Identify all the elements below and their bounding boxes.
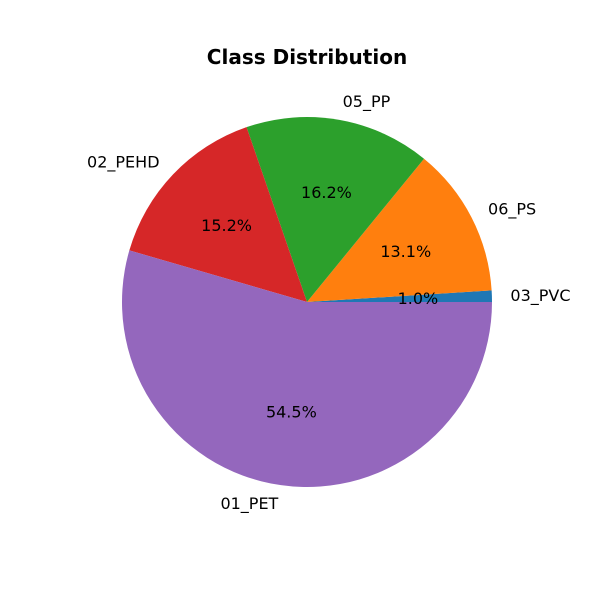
percentage-label: 15.2% — [201, 216, 252, 235]
percentage-labels: 1.0% 13.1% 16.2% 15.2% 54.5% — [201, 183, 438, 421]
percentage-label: 16.2% — [301, 183, 352, 202]
slice-label: 05_PP — [343, 92, 391, 112]
pie-slices — [122, 116, 492, 488]
percentage-label: 13.1% — [380, 242, 431, 261]
slice-label: 06_PS — [488, 200, 536, 220]
slice-label: 03_PVC — [510, 286, 570, 306]
pie-slice-03-pvc — [307, 290, 492, 302]
pie-slice-01-pet — [122, 250, 492, 488]
chart-title: Class Distribution — [207, 45, 407, 69]
percentage-label: 1.0% — [398, 289, 439, 308]
slice-label: 01_PET — [220, 494, 278, 514]
pie-slice-02-pehd — [129, 127, 307, 302]
slice-labels: 03_PVC 06_PS 05_PP 02_PEHD 01_PET — [87, 92, 570, 514]
pie-slice-06-ps — [307, 158, 492, 302]
pie-slice-05-pp — [246, 116, 425, 303]
slice-label: 02_PEHD — [87, 152, 159, 172]
percentage-label: 54.5% — [266, 402, 317, 421]
